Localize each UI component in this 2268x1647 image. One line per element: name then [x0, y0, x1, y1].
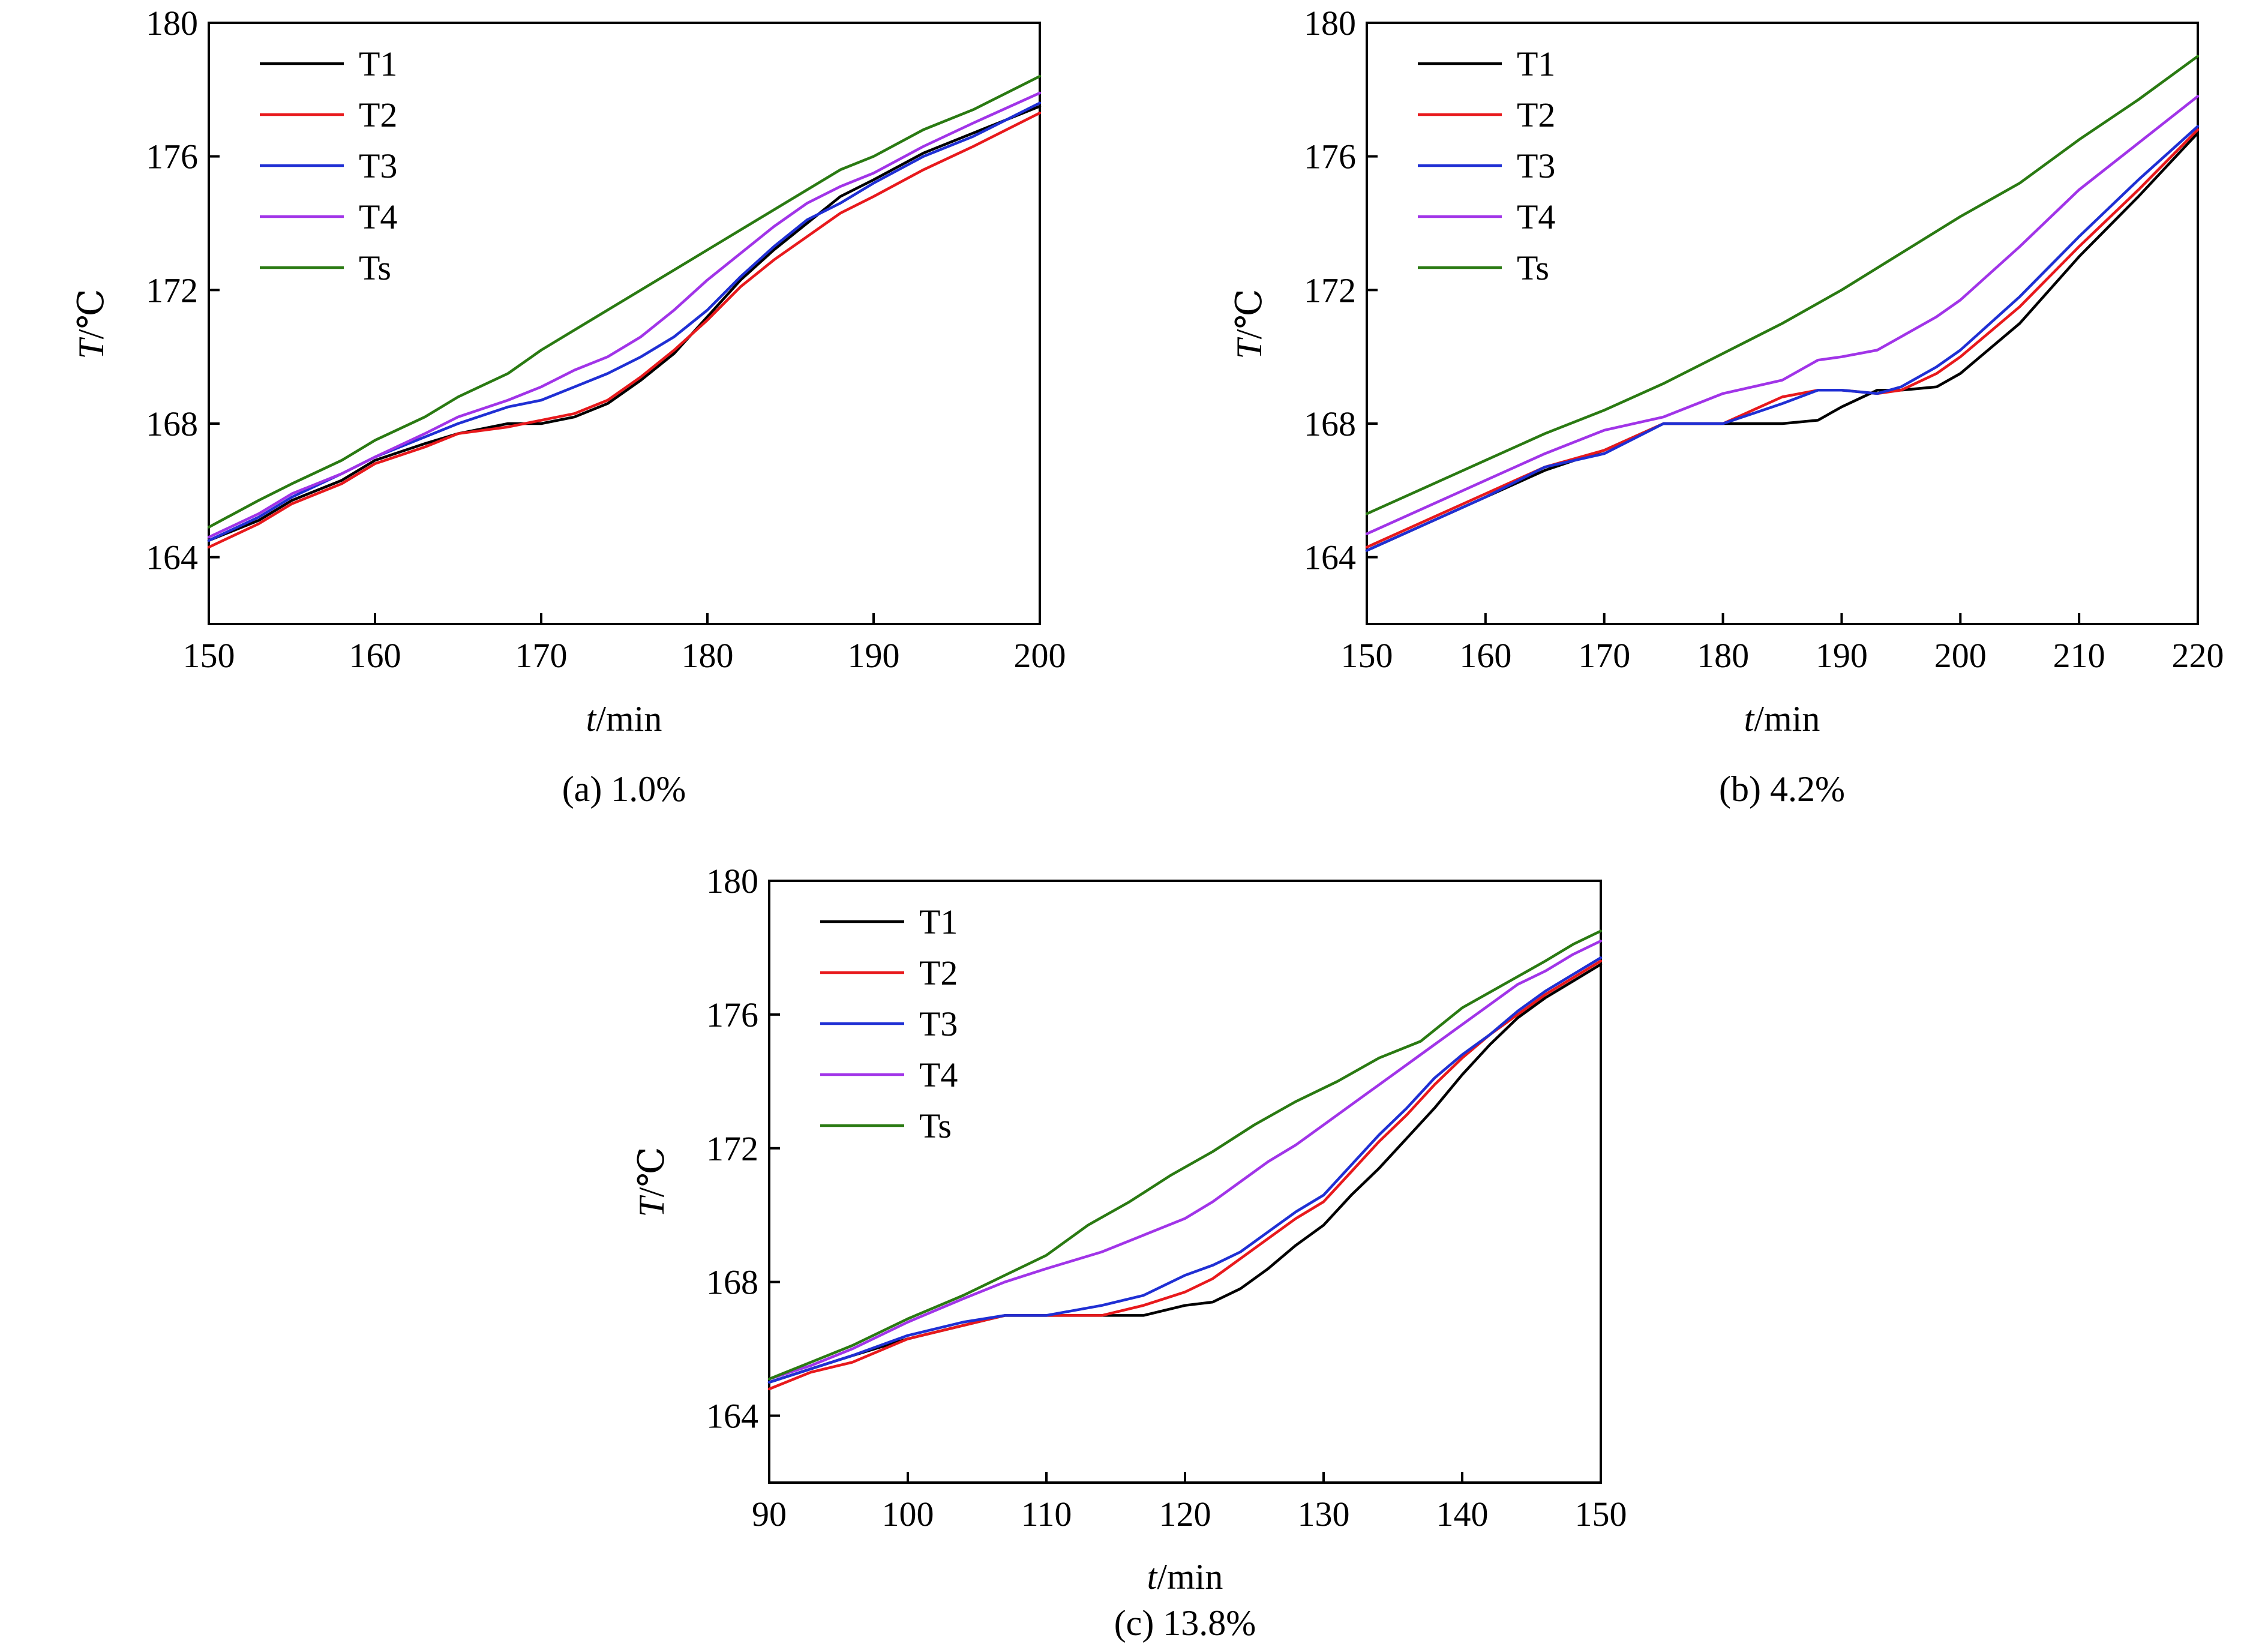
x-tick-label: 100	[882, 1495, 934, 1534]
legend-label-t2: T2	[919, 953, 958, 992]
y-axis-label: T/℃	[632, 1147, 671, 1217]
series-line-ts	[767, 929, 1603, 1381]
x-tick-label: 180	[1697, 636, 1749, 675]
x-tick-label: 200	[1934, 636, 1987, 675]
x-tick-label: 90	[752, 1495, 787, 1534]
panel-caption: (b) 4.2%	[1719, 769, 1845, 809]
y-tick-label: 172	[706, 1129, 758, 1168]
legend-label-ts: Ts	[359, 248, 391, 287]
legend-label-t1: T1	[1517, 44, 1555, 83]
x-tick-label: 210	[2053, 636, 2105, 675]
y-tick-label: 172	[1304, 271, 1356, 310]
y-tick-label: 168	[146, 404, 198, 443]
y-tick-label: 176	[1304, 137, 1356, 176]
series-line-t3	[1365, 125, 2200, 552]
y-axis-label: T/℃	[1229, 289, 1269, 359]
x-tick-label: 160	[1459, 636, 1511, 675]
legend-label-t2: T2	[1517, 95, 1555, 134]
legend-label-ts: Ts	[919, 1106, 952, 1145]
legend-label-t2: T2	[359, 95, 397, 134]
series-line-t3	[767, 956, 1603, 1384]
x-tick-label: 170	[515, 636, 568, 675]
x-tick-label: 150	[1341, 636, 1393, 675]
x-tick-label: 200	[1014, 636, 1066, 675]
y-axis-label: T/℃	[71, 289, 111, 359]
legend-label-t3: T3	[1517, 146, 1555, 185]
series-line-t4	[207, 91, 1042, 539]
legend-label-t3: T3	[919, 1004, 958, 1043]
x-tick-label: 120	[1159, 1495, 1211, 1534]
x-tick-label: 140	[1436, 1495, 1489, 1534]
x-tick-label: 150	[1575, 1495, 1627, 1534]
series-line-t2	[207, 112, 1042, 549]
series-line-t3	[207, 101, 1042, 542]
series-line-ts	[1365, 55, 2200, 515]
x-tick-label: 160	[349, 636, 401, 675]
series-line-t1	[1365, 131, 2200, 552]
legend-label-t4: T4	[359, 197, 397, 236]
y-tick-label: 180	[706, 862, 758, 901]
series-line-t4	[1365, 95, 2200, 535]
series-line-t1	[767, 963, 1603, 1384]
x-axis-label: t/min	[1744, 699, 1820, 739]
legend-label-t4: T4	[919, 1055, 958, 1094]
x-axis-label: t/min	[586, 699, 662, 739]
x-tick-label: 180	[682, 636, 734, 675]
x-tick-label: 170	[1578, 636, 1630, 675]
chart-panel-a: 150 160 170 180 190 200 164 168 172 176 180 T1 T2 T3…	[71, 4, 1066, 809]
y-tick-label: 168	[1304, 404, 1356, 443]
legend-label-t4: T4	[1517, 197, 1555, 236]
plot-frame	[1366, 22, 2199, 625]
plot-frame	[208, 22, 1041, 625]
x-tick-label: 150	[183, 636, 235, 675]
x-tick-label: 220	[2172, 636, 2224, 675]
chart-panel-b: 150 160 170 180 190 200 210 220164168172176180 …	[1229, 4, 2224, 809]
legend-label-ts: Ts	[1517, 248, 1549, 287]
y-tick-label: 176	[706, 995, 758, 1034]
y-tick-label: 164	[1304, 538, 1356, 577]
y-tick-label: 180	[1304, 4, 1356, 43]
series-line-ts	[207, 74, 1042, 529]
legend-label-t3: T3	[359, 146, 397, 185]
x-tick-label: 110	[1021, 1495, 1072, 1534]
y-tick-label: 164	[706, 1397, 758, 1436]
x-tick-label: 190	[1816, 636, 1868, 675]
y-tick-label: 164	[146, 538, 198, 577]
y-tick-label: 168	[706, 1263, 758, 1302]
y-tick-label: 176	[146, 137, 198, 176]
x-tick-label: 130	[1298, 1495, 1350, 1534]
chart-panel-c: 90 100 110 120 130 140 150 164 168 172 176 180 T1 T2…	[632, 862, 1627, 1643]
series-line-t4	[767, 940, 1603, 1381]
x-tick-label: 190	[848, 636, 900, 675]
x-axis-label: t/min	[1147, 1557, 1223, 1597]
panel-caption: (a) 1.0%	[562, 769, 686, 809]
y-tick-label: 172	[146, 271, 198, 310]
series-line-t2	[1365, 128, 2200, 549]
legend-label-t1: T1	[919, 902, 958, 941]
plot-frame	[768, 880, 1602, 1484]
panel-caption: (c) 13.8%	[1114, 1603, 1256, 1643]
series-line-t1	[207, 104, 1042, 542]
legend-label-t1: T1	[359, 44, 397, 83]
y-tick-label: 180	[146, 4, 198, 43]
